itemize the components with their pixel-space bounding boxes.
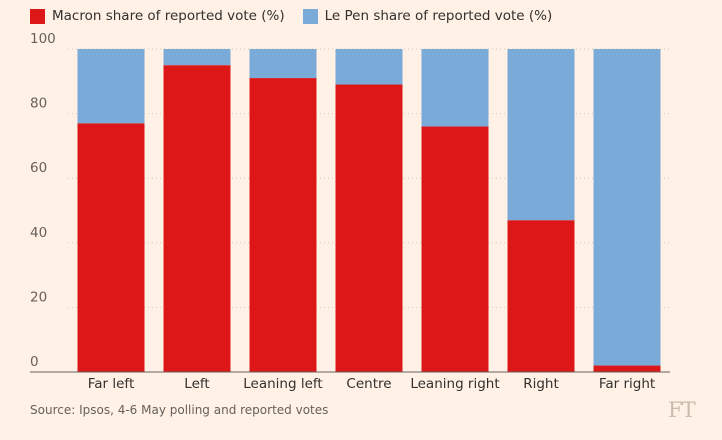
- y-tick-label: 0: [30, 354, 39, 370]
- bar-macron: [593, 365, 661, 372]
- bar-lepen: [249, 49, 317, 79]
- bar-macron: [77, 123, 145, 372]
- bar-macron: [163, 65, 231, 373]
- y-tick-label: 20: [30, 289, 47, 305]
- legend-swatch-macron: [30, 8, 45, 24]
- y-tick-label: 100: [30, 31, 56, 47]
- legend-label-lepen: Le Pen share of reported vote (%): [324, 8, 553, 24]
- x-tick-label: Leaning left: [243, 376, 322, 392]
- bar-macron: [507, 220, 575, 372]
- y-tick-label: 40: [30, 225, 47, 241]
- bar-lepen: [593, 49, 661, 366]
- bar-macron: [421, 126, 489, 373]
- bar-lepen: [77, 49, 145, 124]
- x-tick-label: Right: [523, 376, 559, 392]
- x-tick-label: Far right: [599, 376, 655, 392]
- x-tick-label: Left: [184, 376, 209, 392]
- legend-item-lepen: Le Pen share of reported vote (%): [302, 8, 553, 24]
- ft-logo: FT: [668, 398, 696, 422]
- bar-lepen: [163, 49, 231, 66]
- legend: Macron share of reported vote (%) Le Pen…: [30, 8, 552, 24]
- bar-lepen: [421, 49, 489, 127]
- source-note: Source: Ipsos, 4-6 May polling and repor…: [30, 403, 329, 417]
- x-tick-label: Leaning right: [410, 376, 499, 392]
- legend-item-macron: Macron share of reported vote (%): [30, 8, 285, 24]
- x-tick-label: Centre: [346, 376, 391, 392]
- bar-lepen: [335, 49, 403, 85]
- bar-macron: [335, 84, 403, 372]
- bar-lepen: [507, 49, 575, 221]
- x-tick-label: Far left: [88, 376, 135, 392]
- legend-swatch-lepen: [302, 8, 318, 24]
- legend-label-macron: Macron share of reported vote (%): [52, 8, 285, 24]
- y-tick-label: 80: [30, 96, 47, 112]
- y-tick-label: 60: [30, 160, 47, 176]
- bar-macron: [249, 78, 317, 372]
